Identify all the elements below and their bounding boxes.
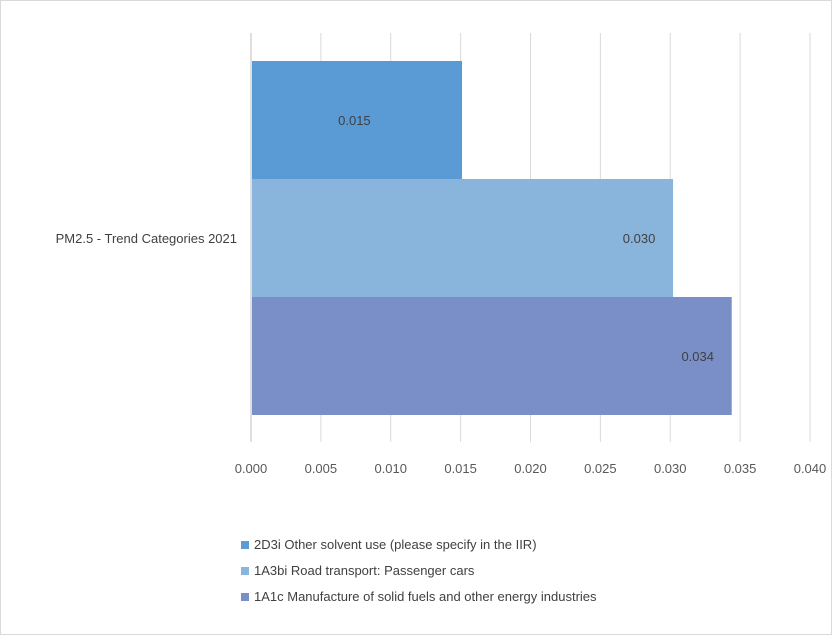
category-label: PM2.5 - Trend Categories 2021	[56, 231, 237, 246]
x-tick-label: 0.010	[374, 461, 407, 476]
x-tick-label: 0.000	[235, 461, 268, 476]
bars	[252, 61, 732, 415]
x-tick-label: 0.020	[514, 461, 547, 476]
legend-swatch	[241, 593, 249, 601]
bar	[252, 297, 732, 415]
x-axis-ticks: 0.000 0.005 0.010 0.015 0.020 0.025 0.030 0.035…	[235, 461, 827, 476]
legend-label: 1A3bi Road transport: Passenger cars	[254, 563, 475, 578]
x-tick-label: 0.015	[444, 461, 477, 476]
legend-swatch	[241, 567, 249, 575]
legend-label: 1A1c Manufacture of solid fuels and othe…	[254, 589, 597, 604]
x-tick-label: 0.040	[794, 461, 827, 476]
data-label: 0.034	[681, 349, 714, 364]
x-tick-label: 0.030	[654, 461, 687, 476]
x-tick-label: 0.035	[724, 461, 757, 476]
legend-label: 2D3i Other solvent use (please specify i…	[254, 537, 537, 552]
x-tick-label: 0.025	[584, 461, 617, 476]
bar	[252, 179, 674, 297]
legend-swatch	[241, 541, 249, 549]
data-labels: 0.015 0.030 0.034	[338, 113, 714, 364]
data-label: 0.015	[338, 113, 371, 128]
data-label: 0.030	[623, 231, 656, 246]
x-tick-label: 0.005	[305, 461, 338, 476]
bar	[252, 61, 463, 179]
legend: 2D3i Other solvent use (please specify i…	[241, 537, 597, 604]
